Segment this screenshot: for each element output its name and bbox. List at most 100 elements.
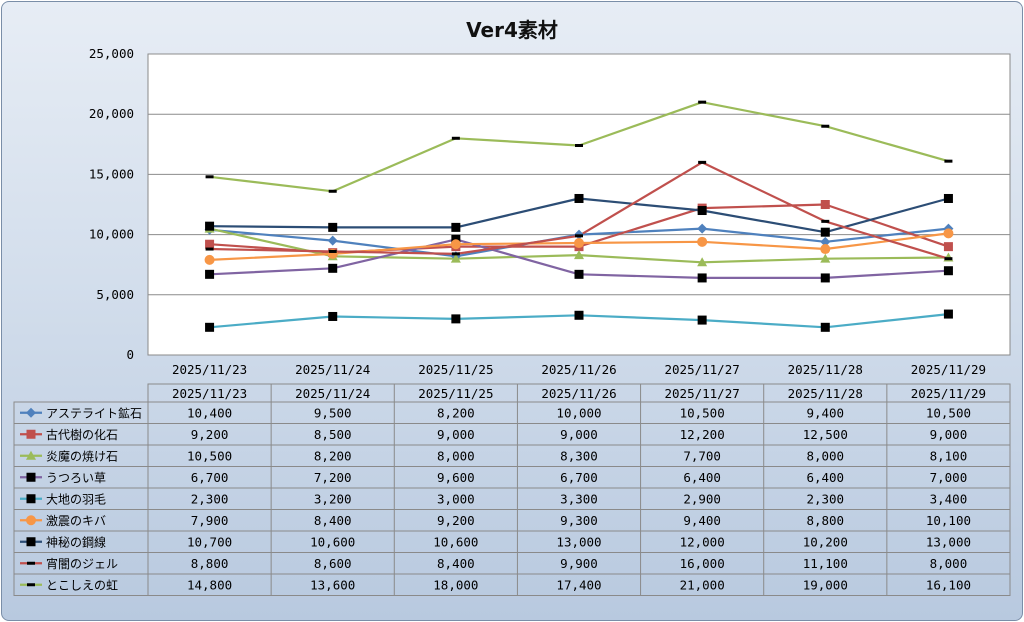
table-cell-value: 8,000 — [806, 448, 844, 463]
table-cell-value: 13,600 — [310, 577, 355, 592]
table-cell-value: 8,800 — [806, 513, 844, 528]
table-header-cell: 2025/11/25 — [418, 386, 493, 401]
x-tick-label: 2025/11/23 — [172, 362, 247, 377]
data-point — [205, 269, 215, 279]
data-point — [944, 159, 953, 163]
table-header-cell: 2025/11/29 — [911, 386, 986, 401]
table-cell-value: 2,900 — [683, 491, 721, 506]
legend-key-marker — [27, 583, 35, 587]
legend-key-marker — [26, 450, 36, 460]
data-point — [205, 239, 215, 249]
data-point — [943, 266, 953, 276]
table-cell-value: 3,200 — [314, 491, 352, 506]
data-point — [698, 160, 707, 164]
table-cell-value: 8,100 — [930, 448, 968, 463]
table-cell-value: 7,900 — [191, 513, 229, 528]
legend-label: 宵闇のジェル — [46, 556, 118, 571]
table-cell-value: 10,500 — [926, 405, 971, 420]
table-cell-value: 9,000 — [437, 427, 475, 442]
table-cell-value: 3,300 — [560, 491, 598, 506]
table-cell-value: 14,800 — [187, 577, 232, 592]
table-cell-value: 8,400 — [314, 513, 352, 528]
y-tick-label: 15,000 — [89, 166, 134, 181]
data-point — [821, 124, 830, 128]
y-tick-label: 0 — [126, 347, 134, 362]
data-point — [821, 219, 830, 223]
table-cell-value: 10,500 — [680, 405, 725, 420]
data-point — [451, 222, 461, 232]
table-cell-value: 9,400 — [683, 513, 721, 528]
data-point — [697, 223, 708, 234]
table-cell-value: 6,700 — [191, 470, 229, 485]
legend-label: 古代樹の化石 — [46, 427, 118, 442]
data-point — [943, 228, 954, 239]
table-cell-value: 10,400 — [187, 405, 232, 420]
table-body-box — [13, 401, 1011, 596]
table-cell-value: 8,500 — [314, 427, 352, 442]
legend-label: 激震のキバ — [46, 514, 106, 528]
legend-label: うつろい草 — [46, 471, 106, 485]
table-cell-value: 13,000 — [556, 534, 601, 549]
data-point — [205, 247, 214, 251]
data-point — [328, 311, 338, 321]
chart-title: Ver4素材 — [466, 18, 558, 42]
table-cell-value: 9,500 — [314, 405, 352, 420]
data-point — [820, 322, 830, 332]
table-cell-value: 16,100 — [926, 577, 971, 592]
data-point — [943, 242, 953, 252]
table-cell-value: 2,300 — [191, 491, 229, 506]
table-header-cell: 2025/11/24 — [295, 386, 370, 401]
data-point — [204, 254, 215, 265]
table-cell-value: 12,200 — [680, 427, 725, 442]
data-point — [205, 221, 215, 231]
data-point — [451, 136, 460, 140]
legend-label: アステライト鉱石 — [46, 405, 142, 420]
table-cell-value: 9,000 — [930, 427, 968, 442]
table-cell-value: 10,200 — [803, 534, 848, 549]
data-point — [820, 253, 831, 263]
legend-key-marker — [26, 407, 36, 418]
table-cell-value: 8,800 — [191, 556, 229, 571]
data-point — [943, 193, 953, 203]
x-tick-label: 2025/11/28 — [788, 362, 863, 377]
y-tick-label: 10,000 — [89, 227, 134, 242]
y-tick-label: 20,000 — [89, 106, 134, 121]
data-point — [327, 235, 338, 246]
table-cell-value: 8,200 — [314, 448, 352, 463]
data-point — [697, 257, 708, 267]
data-point — [328, 263, 338, 273]
data-point — [820, 227, 830, 237]
table-cell-value: 8,000 — [930, 556, 968, 571]
data-point — [574, 269, 584, 279]
table-cell-value: 12,000 — [680, 534, 725, 549]
legend-key-marker — [26, 429, 36, 439]
table-cell-value: 21,000 — [680, 577, 725, 592]
legend-key-marker — [26, 472, 36, 482]
table-cell-value: 10,600 — [310, 534, 355, 549]
table-cell-value: 8,400 — [437, 556, 475, 571]
data-point — [820, 244, 831, 255]
legend-label: とこしえの虹 — [46, 578, 118, 592]
table-cell-value: 8,200 — [437, 405, 475, 420]
legend-key-marker — [26, 537, 36, 547]
data-point — [698, 100, 707, 104]
table-cell-value: 10,000 — [556, 405, 601, 420]
table-cell-value: 3,400 — [930, 491, 968, 506]
table-cell-value: 6,400 — [806, 470, 844, 485]
legend-key-marker — [26, 515, 36, 526]
data-point — [943, 309, 953, 319]
data-point — [205, 175, 214, 179]
table-cell-value: 19,000 — [803, 577, 848, 592]
data-point — [697, 315, 707, 325]
table-header-cell: 2025/11/27 — [665, 386, 740, 401]
data-point — [820, 200, 830, 209]
table-cell-value: 10,500 — [187, 448, 232, 463]
table-cell-value: 9,300 — [560, 513, 598, 528]
table-cell-value: 9,200 — [437, 513, 475, 528]
table-cell-value: 10,700 — [187, 534, 232, 549]
data-point — [697, 236, 708, 247]
table-cell-value: 18,000 — [433, 577, 478, 592]
table-header-cell: 2025/11/28 — [788, 386, 863, 401]
y-tick-label: 25,000 — [89, 46, 134, 61]
